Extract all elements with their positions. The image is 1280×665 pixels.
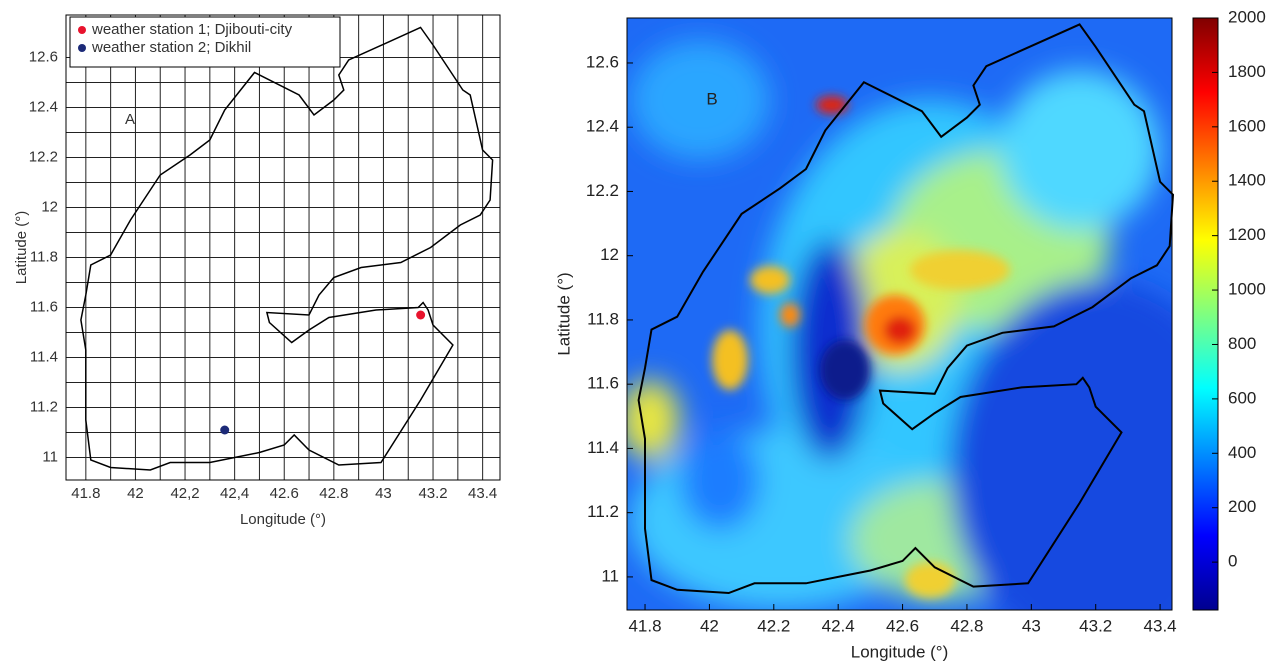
colorbar-tick-label: 1200	[1228, 225, 1266, 244]
x-tick-label: 42.6	[886, 616, 919, 635]
x-tick-label: 41.8	[71, 485, 100, 502]
y-tick-label: 11	[42, 448, 58, 465]
legend-label: weather station 2; Dikhil	[91, 39, 251, 56]
colorbar-tick-label: 1600	[1228, 116, 1266, 135]
colorbar	[1192, 17, 1219, 611]
y-tick-label: 11.2	[30, 398, 58, 415]
y-tick-label: 12.2	[586, 181, 619, 200]
y-tick-label: 12	[600, 245, 619, 264]
elevation-image	[627, 18, 1172, 610]
x-tick-label: 43.4	[1144, 616, 1177, 635]
legend-box	[69, 16, 341, 68]
x-tick-label: 42.2	[757, 616, 790, 635]
x-tick-label: 43.4	[468, 485, 497, 502]
y-tick-label: 11.8	[587, 309, 619, 328]
y-tick-label: 11.6	[587, 374, 619, 393]
plot-frame	[626, 17, 1173, 611]
x-axis-label: Longitude (°)	[851, 642, 949, 661]
legend-marker	[78, 26, 86, 34]
x-tick-label: 42	[700, 616, 719, 635]
x-tick-label: 42.8	[950, 616, 983, 635]
colorbar-tick-label: 0	[1228, 552, 1237, 571]
y-tick-label: 12.6	[586, 52, 619, 71]
colorbar-tick-label: 1000	[1228, 280, 1266, 299]
y-axis-label: Latitude (°)	[13, 211, 30, 285]
x-tick-label: 42	[127, 485, 144, 502]
colorbar-tick-label: 2000	[1228, 7, 1266, 26]
colorbar-tick-label: 400	[1228, 443, 1256, 462]
country-border	[80, 26, 494, 471]
x-tick-label: 42.4	[822, 616, 855, 635]
panel-label: A	[125, 111, 135, 128]
country-border	[637, 23, 1175, 595]
panel-a: 41.8 42 42,2 42,4 42.6 42.8 43 43.2 43.4 11 11.2 11…	[13, 14, 501, 528]
x-axis-label: Longitude (°)	[240, 511, 326, 528]
x-tick-label: 43.2	[1079, 616, 1112, 635]
colorbar-tick-label: 600	[1228, 388, 1256, 407]
x-tick-label: 43.2	[418, 485, 447, 502]
y-tick-label: 12.4	[29, 98, 58, 115]
y-tick-label: 11.4	[30, 348, 58, 365]
y-tick-label: 11.8	[30, 248, 58, 265]
x-tick-label: 43	[1022, 616, 1041, 635]
legend-marker	[78, 44, 86, 52]
x-tick-label: 41.8	[628, 616, 661, 635]
colorbar-tick-label: 800	[1228, 334, 1256, 353]
x-tick-label: 42.6	[270, 485, 299, 502]
colorbar-tick-label: 1400	[1228, 171, 1266, 190]
y-tick-label: 12	[41, 198, 58, 215]
y-axis-label: Latitude (°)	[554, 272, 573, 355]
y-tick-label: 11	[601, 566, 619, 585]
plot-frame	[65, 14, 501, 481]
y-tick-label: 12.4	[586, 117, 619, 136]
x-tick-label: 42,2	[170, 485, 199, 502]
colorbar-tick-label: 1800	[1228, 62, 1266, 81]
panel-label: B	[706, 89, 717, 108]
x-tick-label: 42,4	[220, 485, 249, 502]
y-tick-label: 12.2	[29, 148, 58, 165]
station-point	[220, 425, 230, 435]
legend: weather station 1; Djibouti-cityweather …	[69, 16, 341, 68]
colorbar-tick-label: 200	[1228, 497, 1256, 516]
panel-b: 41.8 42 42.2 42.4 42.6 42.8 43 43.2 43.4 11 11.2 11…	[554, 7, 1265, 661]
x-tick-label: 42.8	[319, 485, 348, 502]
x-tick-label: 43	[375, 485, 392, 502]
y-tick-label: 11.6	[30, 298, 58, 315]
station-point	[416, 310, 426, 320]
y-tick-label: 12.6	[29, 48, 58, 65]
y-tick-label: 11.4	[587, 438, 619, 457]
legend-label: weather station 1; Djibouti-city	[91, 21, 293, 38]
y-tick-label: 11.2	[587, 502, 619, 521]
